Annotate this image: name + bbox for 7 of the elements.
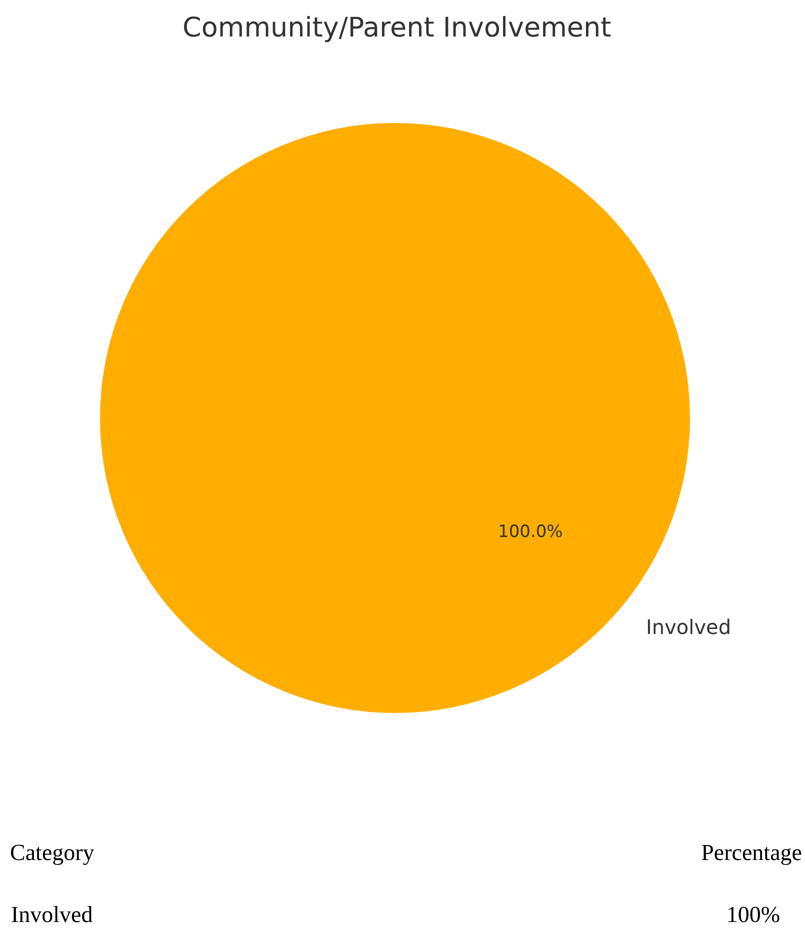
text: Percentage bbox=[701, 840, 802, 866]
slice-label: Involved bbox=[646, 615, 732, 639]
data-label: 100.0% bbox=[498, 522, 563, 542]
chart-title: Community/Parent Involvement bbox=[182, 12, 612, 44]
text: 100% bbox=[726, 902, 780, 928]
text: Category bbox=[10, 840, 94, 866]
category-label: Involved bbox=[11, 902, 93, 927]
